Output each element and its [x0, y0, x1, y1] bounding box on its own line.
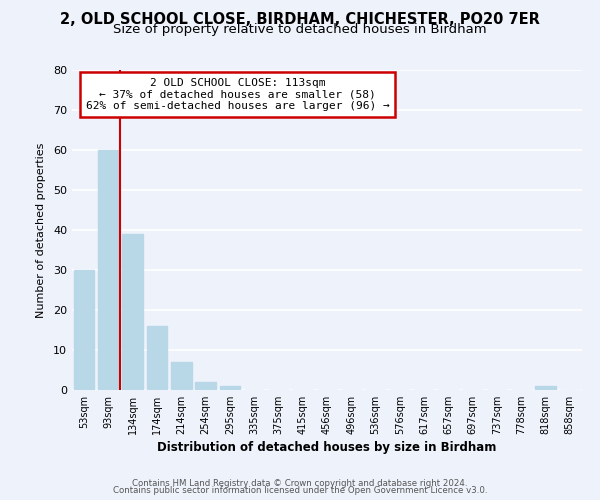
Bar: [535, 386, 556, 390]
Text: 2, OLD SCHOOL CLOSE, BIRDHAM, CHICHESTER, PO20 7ER: 2, OLD SCHOOL CLOSE, BIRDHAM, CHICHESTER…: [60, 12, 540, 28]
X-axis label: Distribution of detached houses by size in Birdham: Distribution of detached houses by size …: [157, 441, 497, 454]
Y-axis label: Number of detached properties: Number of detached properties: [36, 142, 46, 318]
Bar: [146, 326, 167, 390]
Bar: [122, 234, 143, 390]
Bar: [220, 386, 240, 390]
Text: Contains HM Land Registry data © Crown copyright and database right 2024.: Contains HM Land Registry data © Crown c…: [132, 478, 468, 488]
Text: Contains public sector information licensed under the Open Government Licence v3: Contains public sector information licen…: [113, 486, 487, 495]
Bar: [195, 382, 216, 390]
Bar: [98, 150, 119, 390]
Bar: [171, 362, 191, 390]
Text: Size of property relative to detached houses in Birdham: Size of property relative to detached ho…: [113, 22, 487, 36]
Bar: [74, 270, 94, 390]
Text: 2 OLD SCHOOL CLOSE: 113sqm
← 37% of detached houses are smaller (58)
62% of semi: 2 OLD SCHOOL CLOSE: 113sqm ← 37% of deta…: [86, 78, 389, 111]
